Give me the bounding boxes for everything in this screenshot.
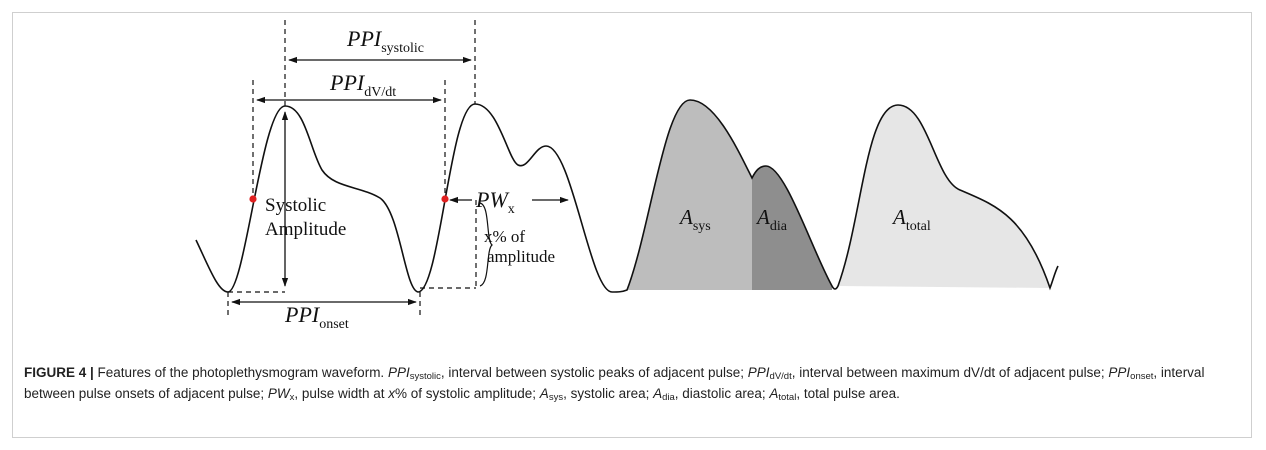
ppg-diagram: PPIsystolic PPIdV/dt PPIonset PWx Systol… xyxy=(195,20,1059,332)
dvdt-marker-right xyxy=(441,195,449,203)
ppi-dvdt-label: PPIdV/dt xyxy=(329,70,396,100)
a-dia-area xyxy=(752,166,832,290)
a-sys-label: Asys xyxy=(678,205,711,234)
a-total-label: Atotal xyxy=(891,205,931,234)
ppi-onset-label: PPIonset xyxy=(284,302,349,332)
x-percent-brace xyxy=(479,202,493,287)
ppg-waveform xyxy=(195,99,1059,293)
pw-x-label: PWx xyxy=(475,187,515,217)
dvdt-marker-left xyxy=(249,195,257,203)
figure-label: FIGURE 4 | xyxy=(24,365,94,380)
a-dia-label: Adia xyxy=(755,205,788,234)
x-percent-label-line1: x% of xyxy=(484,227,525,246)
dashed-guides xyxy=(227,20,477,318)
x-percent-label-line2: amplitude xyxy=(487,247,555,266)
systolic-amplitude-label-line1: Systolic xyxy=(265,195,326,216)
a-sys-area xyxy=(627,100,752,290)
systolic-amplitude-label-line2: Amplitude xyxy=(265,219,346,240)
figure-caption: FIGURE 4 | Features of the photoplethysm… xyxy=(24,365,1205,403)
ppi-systolic-label: PPIsystolic xyxy=(346,26,424,56)
figure-frame xyxy=(12,12,1252,438)
a-total-area xyxy=(838,105,1050,288)
